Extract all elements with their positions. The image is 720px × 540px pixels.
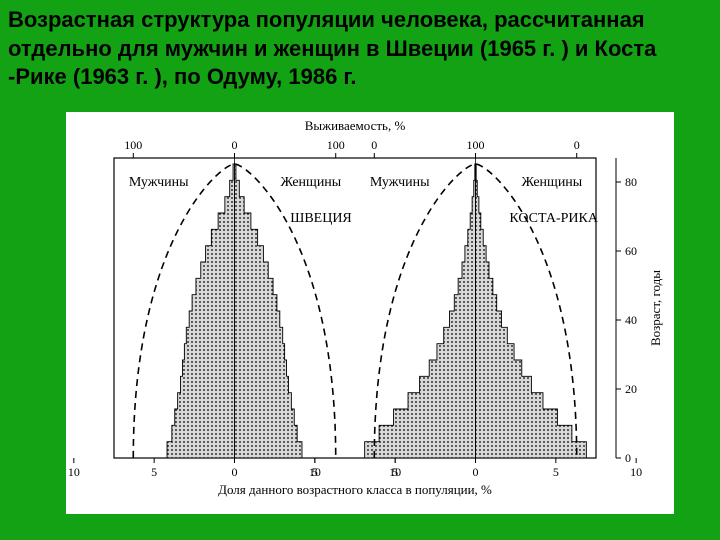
svg-text:40: 40 — [625, 313, 637, 327]
svg-text:Возраст, годы: Возраст, годы — [648, 270, 663, 346]
slide-title: Возрастная структура популяции человека,… — [8, 6, 712, 92]
svg-text:60: 60 — [625, 244, 637, 258]
svg-text:5: 5 — [392, 465, 398, 479]
svg-text:5: 5 — [553, 465, 559, 479]
svg-text:Выживаемость, %: Выживаемость, % — [305, 118, 406, 133]
label-women-costa_rica: Женщины — [522, 175, 583, 190]
svg-text:100: 100 — [124, 138, 142, 152]
svg-text:0: 0 — [574, 138, 580, 152]
pyramid-sweden-men — [167, 164, 234, 458]
country-label-costarica: КОСТА-РИКА — [509, 211, 598, 226]
svg-text:100: 100 — [467, 138, 485, 152]
svg-text:100: 100 — [327, 138, 345, 152]
label-men-sweden: Мужчины — [129, 175, 189, 190]
figure-panel: Выживаемость, %1000100010001050510105051… — [66, 112, 674, 514]
country-label-sweden: ШВЕЦИЯ — [290, 211, 352, 226]
svg-text:0: 0 — [371, 138, 377, 152]
svg-text:0: 0 — [232, 465, 238, 479]
svg-text:10: 10 — [68, 465, 80, 479]
label-men-costa_rica: Мужчины — [370, 175, 430, 190]
svg-text:5: 5 — [151, 465, 157, 479]
label-women-sweden: Женщины — [281, 175, 342, 190]
pyramid-sweden-women — [235, 164, 302, 458]
svg-text:Доля данного возрастного класс: Доля данного возрастного класса в популя… — [218, 482, 492, 497]
pyramid-costa_rica-women — [476, 164, 587, 458]
svg-text:80: 80 — [625, 175, 637, 189]
svg-text:0: 0 — [473, 465, 479, 479]
svg-text:20: 20 — [625, 382, 637, 396]
svg-text:10: 10 — [630, 465, 642, 479]
svg-text:0: 0 — [232, 138, 238, 152]
svg-text:10: 10 — [309, 465, 321, 479]
population-pyramid-chart: Выживаемость, %1000100010001050510105051… — [66, 112, 674, 514]
pyramid-costa_rica-men — [365, 164, 476, 458]
svg-text:0: 0 — [625, 451, 631, 465]
